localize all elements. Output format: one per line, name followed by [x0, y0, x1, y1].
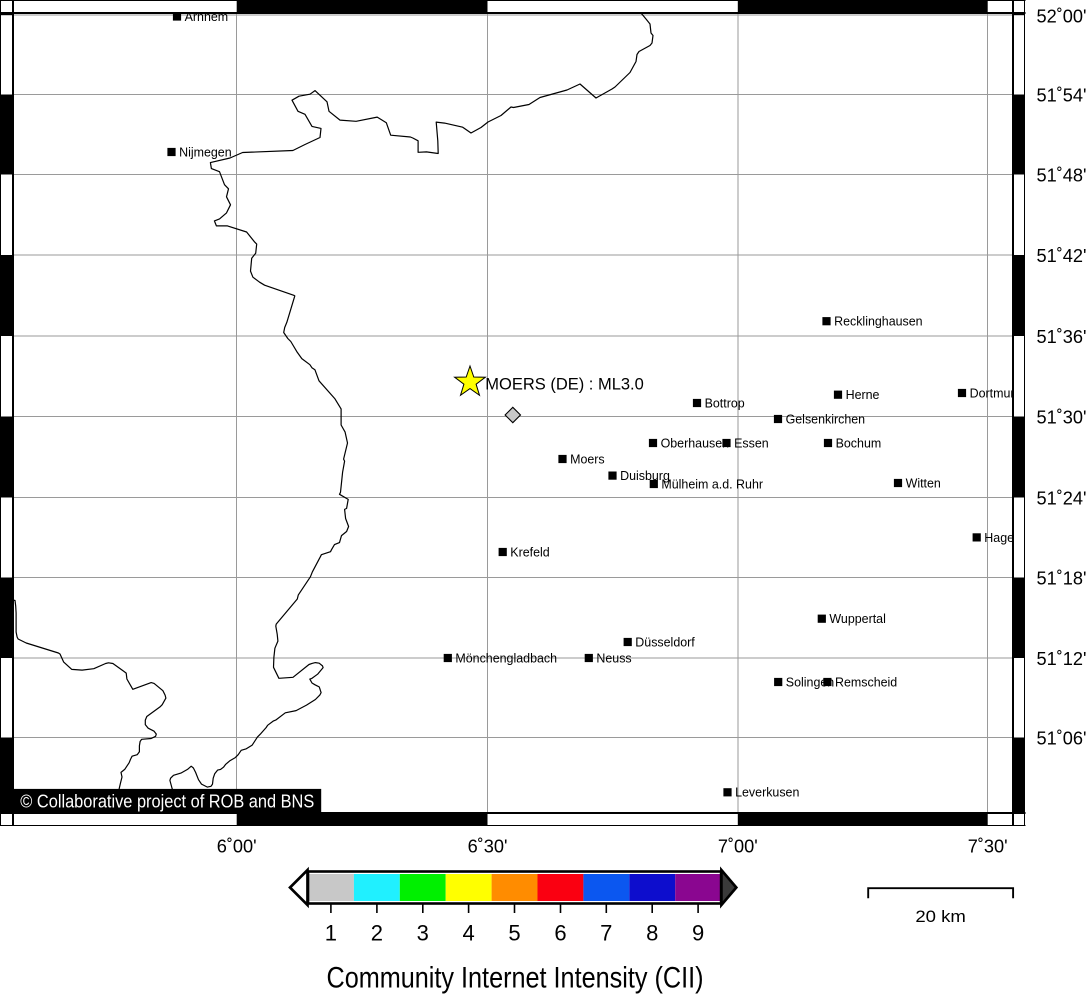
svg-text:51˚36': 51˚36' — [1037, 327, 1087, 347]
svg-text:Leverkusen: Leverkusen — [735, 786, 799, 800]
svg-text:1: 1 — [325, 920, 337, 945]
svg-text:Duisburg: Duisburg — [620, 469, 670, 483]
svg-text:51˚30': 51˚30' — [1037, 408, 1087, 428]
svg-text:Mönchengladbach: Mönchengladbach — [455, 651, 557, 665]
svg-text:51˚12': 51˚12' — [1037, 649, 1087, 669]
svg-text:Community Internet Intensity (: Community Internet Intensity (CII) — [327, 961, 704, 994]
svg-text:51˚24': 51˚24' — [1037, 489, 1087, 509]
svg-text:Dortmund: Dortmund — [970, 386, 1025, 400]
svg-text:Düsseldorf: Düsseldorf — [635, 635, 695, 649]
svg-text:7: 7 — [600, 920, 612, 945]
svg-text:Gelsenkirchen: Gelsenkirchen — [786, 412, 866, 426]
svg-text:Herne: Herne — [846, 388, 880, 402]
svg-text:Remscheid: Remscheid — [835, 675, 897, 689]
svg-text:Solingen: Solingen — [786, 675, 834, 689]
svg-text:51˚48': 51˚48' — [1037, 166, 1087, 186]
svg-text:51˚18': 51˚18' — [1037, 569, 1087, 589]
svg-text:8: 8 — [646, 920, 658, 945]
svg-text:Bochum: Bochum — [836, 436, 882, 450]
svg-text:9: 9 — [692, 920, 704, 945]
svg-text:Wuppertal: Wuppertal — [829, 612, 885, 626]
svg-text:Hagen: Hagen — [984, 531, 1021, 545]
svg-text:52˚00': 52˚00' — [1037, 6, 1087, 26]
svg-text:6˚00': 6˚00' — [217, 836, 257, 856]
svg-text:Oberhausen: Oberhausen — [661, 436, 730, 450]
svg-text:MOERS (DE) : ML3.0: MOERS (DE) : ML3.0 — [485, 375, 644, 393]
svg-text:7˚00': 7˚00' — [718, 836, 758, 856]
svg-text:Bottrop: Bottrop — [705, 396, 745, 410]
svg-text:51˚06': 51˚06' — [1037, 729, 1087, 749]
svg-text:4: 4 — [462, 920, 474, 945]
svg-text:6˚30': 6˚30' — [468, 836, 508, 856]
svg-text:Moers: Moers — [570, 452, 605, 466]
svg-text:Witten: Witten — [906, 476, 941, 490]
svg-text:2: 2 — [371, 920, 383, 945]
svg-text:© Collaborative project of ROB: © Collaborative project of ROB and BNS — [20, 791, 314, 811]
svg-text:3: 3 — [417, 920, 429, 945]
svg-text:51˚42': 51˚42' — [1037, 246, 1087, 266]
svg-text:20 km: 20 km — [915, 907, 966, 926]
svg-text:Essen: Essen — [734, 436, 769, 450]
svg-text:51˚54': 51˚54' — [1037, 86, 1087, 106]
svg-text:6: 6 — [554, 920, 566, 945]
svg-text:Neuss: Neuss — [596, 651, 631, 665]
svg-text:Mülheim a.d. Ruhr: Mülheim a.d. Ruhr — [661, 477, 763, 491]
svg-text:Nijmegen: Nijmegen — [179, 145, 232, 159]
svg-text:5: 5 — [508, 920, 520, 945]
svg-text:Recklinghausen: Recklinghausen — [834, 315, 923, 329]
svg-text:7˚30': 7˚30' — [968, 836, 1008, 856]
svg-text:Krefeld: Krefeld — [510, 545, 549, 559]
